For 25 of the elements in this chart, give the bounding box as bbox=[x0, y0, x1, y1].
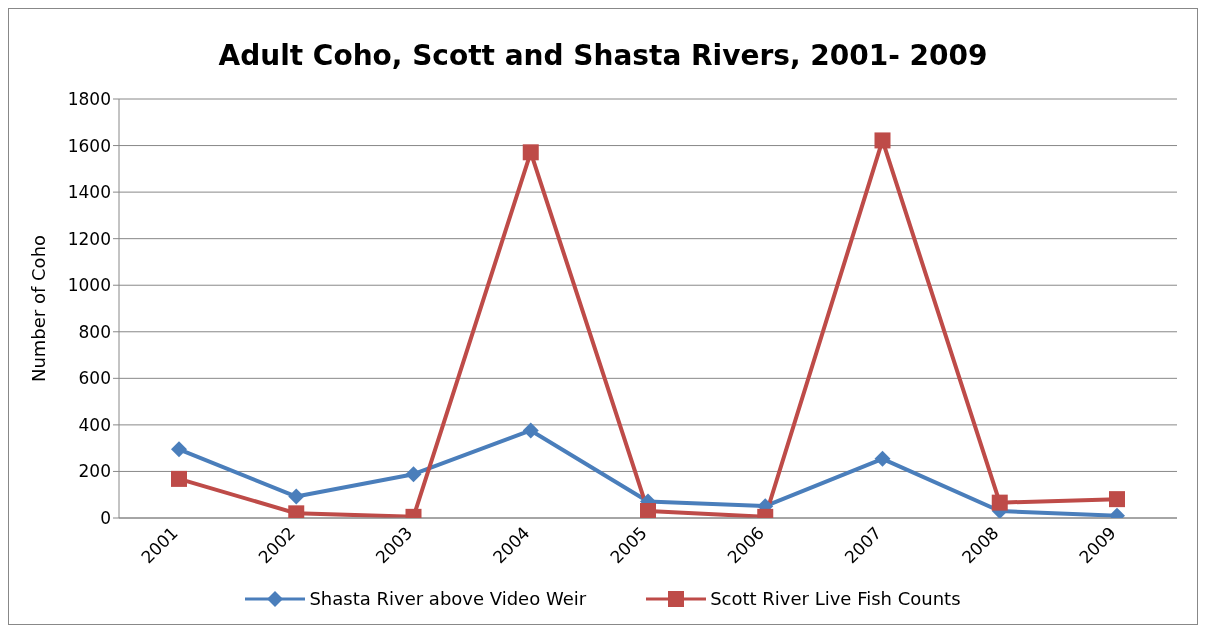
y-tick-label: 1600 bbox=[67, 135, 111, 156]
point bbox=[405, 466, 422, 483]
y-tick-label: 800 bbox=[78, 321, 111, 342]
y-tick-label: 1800 bbox=[67, 89, 111, 110]
point bbox=[874, 450, 891, 467]
point bbox=[1109, 491, 1125, 508]
y-tick-label: 600 bbox=[78, 368, 111, 389]
y-tick-label: 0 bbox=[100, 508, 111, 529]
chart-title: Adult Coho, Scott and Shasta Rivers, 2001- 2009 bbox=[217, 38, 989, 74]
legend-label: Scott River Live Fish Counts bbox=[710, 588, 961, 609]
y-tick-label: 400 bbox=[78, 414, 111, 435]
point bbox=[171, 441, 187, 458]
y-tick-label: 1200 bbox=[67, 228, 111, 249]
legend-label: Shasta River above Video Weir bbox=[309, 588, 587, 609]
y-axis-title: Number of Coho bbox=[28, 234, 50, 383]
point bbox=[288, 488, 305, 505]
y-tick-label: 1400 bbox=[67, 182, 111, 203]
point bbox=[874, 132, 891, 149]
y-tick-label: 200 bbox=[78, 461, 111, 482]
point bbox=[171, 470, 187, 487]
point bbox=[522, 144, 539, 161]
point bbox=[991, 494, 1008, 511]
point bbox=[522, 422, 539, 439]
y-tick-label: 1000 bbox=[67, 275, 111, 296]
point bbox=[640, 503, 656, 518]
